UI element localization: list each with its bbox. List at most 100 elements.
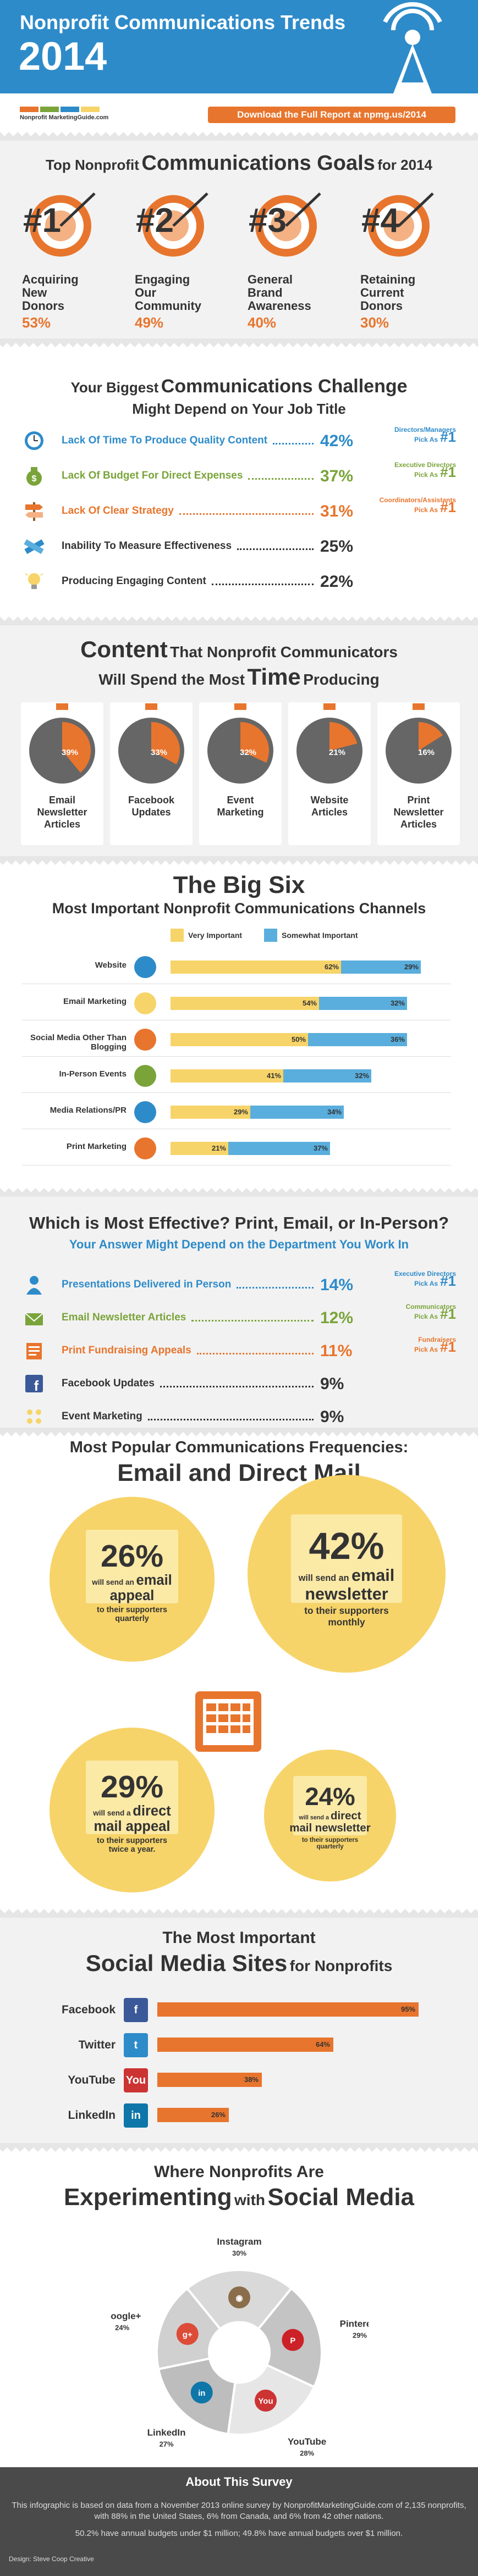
divider: [0, 2143, 478, 2152]
item-percent: 9%: [320, 1408, 344, 1426]
bar-somewhat-important: [308, 1033, 407, 1046]
youtube-icon: [255, 2389, 277, 2412]
goal-label: New: [22, 286, 47, 299]
bar-very-important: [171, 1033, 308, 1046]
item-percent: 37%: [320, 467, 354, 485]
bar-value-label: 32%: [390, 999, 405, 1007]
item-label: Presentations Delivered in Person: [62, 1279, 232, 1290]
bubble-line: will send a direct: [74, 1803, 190, 1819]
channel-icon: [134, 956, 156, 978]
linkedin-icon: [190, 2381, 213, 2404]
divider: [0, 1188, 478, 1197]
pie-label: Pinterest: [340, 2318, 369, 2329]
leader-dots: [248, 478, 314, 480]
site-bar: [157, 2038, 333, 2052]
bubble-pre: will send an: [92, 1578, 134, 1586]
bubble-post: to their supporters quarterly: [301, 1836, 359, 1850]
pick-badge: Coordinators/Assistants Pick As #1: [362, 497, 456, 515]
badge-rank: #1: [440, 429, 456, 445]
bubble-big: email: [136, 1573, 172, 1588]
bar-somewhat-important: [283, 1069, 371, 1082]
category-label: Website: [95, 961, 127, 970]
pick-badge: Fundraisers Pick As #1: [362, 1336, 456, 1354]
content-time-section: Content That Nonprofit Communicators Wil…: [0, 625, 478, 856]
pie-icon-glyph: in: [198, 2389, 205, 2398]
badge-line: Pick As: [414, 436, 438, 443]
bubble-big2: mail newsletter: [289, 1822, 371, 1835]
stopwatch-item: 33% Facebook Updates: [110, 702, 193, 845]
frequency-bubble: 24% will send a direct mail newsletter to t…: [264, 1750, 396, 1881]
goal-label: Donors: [22, 299, 64, 313]
stopwatch-item: 32% Event Marketing: [199, 702, 282, 845]
item-label: Lack Of Budget For Direct Expenses: [62, 470, 243, 481]
bar-value-label: 29%: [233, 1108, 248, 1116]
download-link[interactable]: Download the Full Report at npmg.us/2014: [208, 107, 455, 123]
list-item: $ Lack Of Budget For Direct Expenses 37% Ex…: [0, 462, 478, 487]
stopwatch-label: Articles: [311, 807, 348, 818]
frequency-heading1: Most Popular Communications Frequencies:: [69, 1439, 409, 1456]
instagram-icon: [228, 2286, 250, 2308]
list-item: Event Marketing 9%: [0, 1406, 478, 1428]
bubble-pre: will send a: [299, 1814, 329, 1822]
bar-somewhat-important: [228, 1142, 330, 1155]
frequency-bubble: 42% will send an email newsletter to their …: [248, 1475, 446, 1673]
header: Nonprofit Communications Trends 2014: [0, 0, 478, 137]
bar-value-label: 34%: [327, 1108, 342, 1116]
bubble-big2: mail appeal: [94, 1819, 171, 1834]
goal-label: General: [248, 273, 293, 286]
bubble-post: to their supporters monthly: [304, 1605, 389, 1628]
list-item: Inability To Measure Effectiveness 25%: [0, 535, 478, 557]
item-label: Lack Of Clear Strategy: [62, 505, 174, 517]
experimenting-heading2: Experimenting with Social Media: [63, 2184, 415, 2211]
stopwatch-label: Print: [407, 795, 430, 806]
stopwatch-fill: [329, 722, 358, 751]
badge-line: Communicators: [405, 1303, 456, 1311]
site-value: 64%: [315, 2040, 330, 2048]
item-label: Event Marketing: [62, 1411, 142, 1422]
pie-label: LinkedIn: [147, 2428, 186, 2438]
legend-item: Very Important: [171, 929, 242, 942]
bubble-percent: 29%: [100, 1769, 164, 1805]
effective-heading: Which is Most Effective? Print, Email, o…: [29, 1213, 449, 1233]
calendar-icon: [195, 1691, 261, 1752]
about-section: About This Survey This infographic is ba…: [0, 2467, 478, 2576]
pie-value: 29%: [353, 2331, 367, 2339]
item-label: Inability To Measure Effectiveness: [62, 540, 232, 552]
goal-label: Our: [135, 286, 157, 299]
stopwatch-label: Email: [48, 795, 76, 806]
person-icon: [26, 1276, 42, 1295]
pick-badge: Directors/Managers Pick As #1: [362, 426, 456, 445]
pinterest-icon: [282, 2329, 304, 2351]
goal-percent: 30%: [360, 314, 389, 331]
bar-value-label: 50%: [291, 1035, 306, 1043]
stopwatch-fill: [419, 722, 443, 751]
leader-dots: [211, 584, 314, 585]
svg-text:$: $: [32, 474, 37, 484]
goal-percent: 40%: [248, 314, 277, 331]
challenge-heading: Your Biggest Communications Challenge Mi…: [70, 376, 408, 417]
badge-rank: #1: [440, 464, 456, 480]
bar-somewhat-important: [319, 997, 407, 1010]
category-label: Print Marketing: [66, 1142, 127, 1151]
goal-label: Acquiring: [22, 273, 79, 286]
pie-label: YouTube: [288, 2436, 326, 2447]
about-budget: 50.2% have annual budgets under $1 milli…: [75, 2529, 403, 2538]
goals-heading: Top Nonprofit Communications Goals for 2…: [46, 152, 432, 175]
envelope-icon: [291, 1514, 402, 1603]
site-label: Twitter: [78, 2039, 116, 2051]
frequency-section: Most Popular Communications Frequencies:…: [0, 1436, 478, 1909]
stopwatch-label: Marketing: [217, 807, 264, 818]
channel-icon: [134, 1029, 156, 1051]
badge-line: Pick As: [414, 1313, 438, 1320]
facebook-icon: f: [124, 1998, 148, 2022]
money-bag-icon: $: [26, 467, 42, 486]
stopwatch-value: 39%: [62, 748, 78, 757]
item-percent: 25%: [320, 537, 354, 556]
bubble-pre: will send an: [298, 1573, 349, 1583]
badge-line: Pick As: [414, 471, 438, 479]
divider: [0, 1428, 478, 1436]
big-six-section: The Big Six Most Important Nonprofit Com…: [0, 865, 478, 1188]
stopwatch-value: 21%: [329, 748, 345, 757]
row-divider: [22, 1056, 451, 1057]
goal-item: #4 Retaining Current Donors 30%: [360, 190, 465, 333]
